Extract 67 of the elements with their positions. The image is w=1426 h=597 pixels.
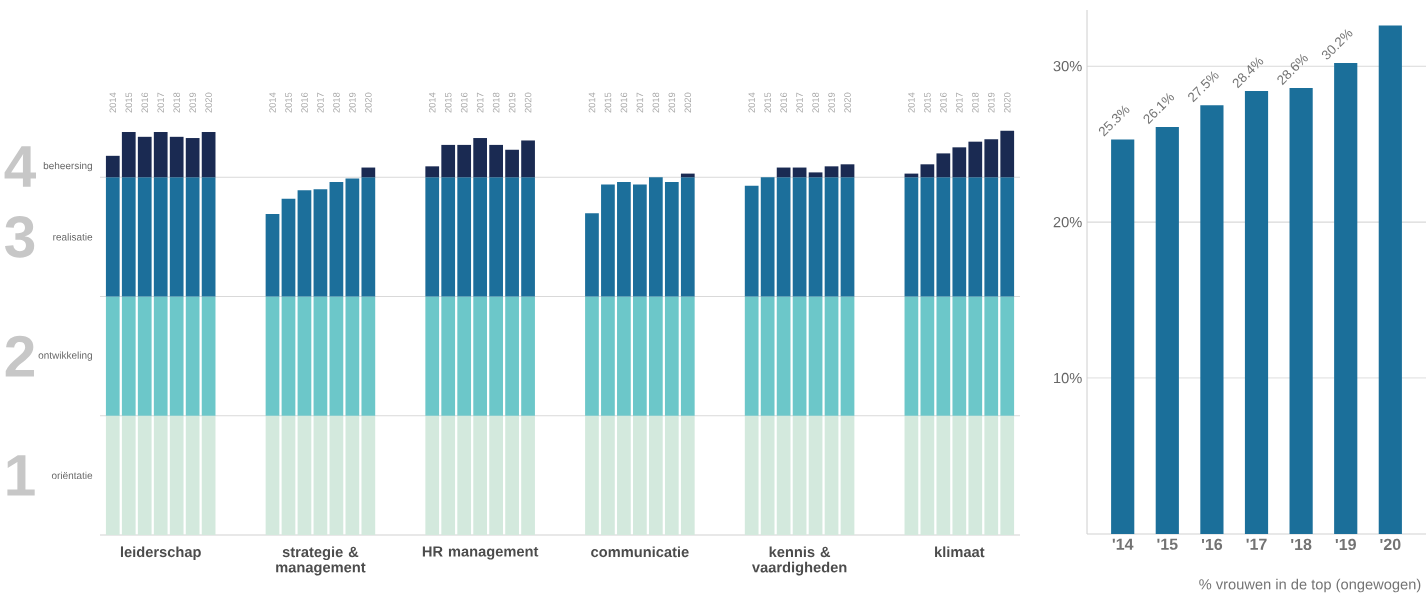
text: communicatie — [591, 546, 689, 558]
text: 3 — [5, 216, 35, 258]
x-tick-label: 2020 — [205, 92, 212, 113]
x-tick-label: 2015 — [924, 92, 931, 113]
x-tick-label: '18 — [1291, 538, 1312, 551]
x-tick-label: 2016 — [301, 92, 308, 113]
text: 2 — [5, 335, 34, 377]
x-tick-label: '20 — [1380, 538, 1401, 551]
text: leiderschap — [120, 546, 201, 561]
x-tick-label: 2016 — [460, 92, 468, 113]
x-tick-label: 2019 — [987, 92, 995, 113]
series-label: beheersing — [43, 161, 92, 172]
text: 4 — [4, 146, 36, 187]
series-label: realisatie — [53, 233, 93, 241]
x-tick-label: 2018 — [173, 92, 180, 113]
x-tick-label: 2015 — [125, 92, 133, 113]
x-tick-label: 2018 — [333, 92, 340, 113]
x-tick-label: 2020 — [1003, 92, 1011, 113]
x-tick-label: 2018 — [972, 92, 979, 113]
x-tick-label: 2019 — [508, 92, 516, 113]
series-label: ontwikkeling — [38, 351, 92, 361]
text: kennis & vaardigheden — [751, 546, 847, 576]
x-tick-label: 2017 — [476, 92, 484, 113]
x-tick-label: 2020 — [365, 92, 372, 113]
x-tick-label: 2014 — [908, 92, 915, 113]
x-tick-label: 2017 — [796, 92, 803, 113]
x-tick-label: 2015 — [444, 92, 452, 113]
text: HR management — [422, 546, 539, 560]
x-tick-label: 2017 — [636, 92, 644, 113]
y-tick-label: 30% — [1053, 60, 1082, 72]
x-tick-label: 2014 — [428, 92, 436, 113]
y-tick-label: 10% — [1054, 372, 1082, 384]
x-tick-label: 2018 — [812, 92, 819, 113]
x-tick-label: 2014 — [588, 92, 596, 113]
x-tick-label: 2015 — [764, 92, 771, 113]
x-tick-label: 2016 — [940, 92, 947, 113]
x-tick-label: '16 — [1201, 538, 1223, 551]
text: strategie & management — [276, 546, 366, 576]
x-tick-label: 2020 — [684, 92, 692, 113]
x-tick-label: 2019 — [668, 92, 676, 113]
x-tick-label: 2017 — [317, 92, 324, 113]
x-tick-label: 2020 — [524, 92, 532, 113]
y-tick-label: 20% — [1053, 216, 1082, 228]
x-tick-label: 2020 — [844, 92, 851, 113]
x-tick-label: 2018 — [492, 92, 500, 113]
x-tick-label: 2018 — [652, 92, 660, 113]
x-tick-label: 2019 — [828, 92, 835, 113]
x-tick-label: 2016 — [141, 92, 149, 113]
x-tick-label: '17 — [1246, 538, 1267, 550]
x-tick-label: 2014 — [748, 92, 755, 113]
x-tick-label: 2016 — [780, 92, 787, 113]
x-tick-label: '19 — [1335, 538, 1356, 551]
x-tick-label: 2016 — [620, 92, 628, 113]
x-tick-label: 2014 — [269, 92, 276, 113]
x-tick-label: 2017 — [157, 92, 164, 113]
text: 1 — [7, 455, 35, 496]
x-tick-label: 2015 — [604, 92, 612, 113]
x-tick-label: '15 — [1157, 538, 1178, 550]
x-tick-label: '14 — [1112, 538, 1134, 550]
series-label: oriëntatie — [51, 471, 93, 480]
x-tick-label: 2019 — [189, 92, 196, 113]
x-tick-label: 2017 — [956, 92, 963, 113]
x-tick-label: 2019 — [349, 92, 356, 113]
x-tick-label: 2015 — [285, 92, 292, 113]
x-axis-title: % vrouwen in de top (ongewogen) — [1199, 578, 1421, 593]
x-tick-label: 2014 — [109, 92, 117, 113]
text: klimaat — [935, 546, 985, 558]
